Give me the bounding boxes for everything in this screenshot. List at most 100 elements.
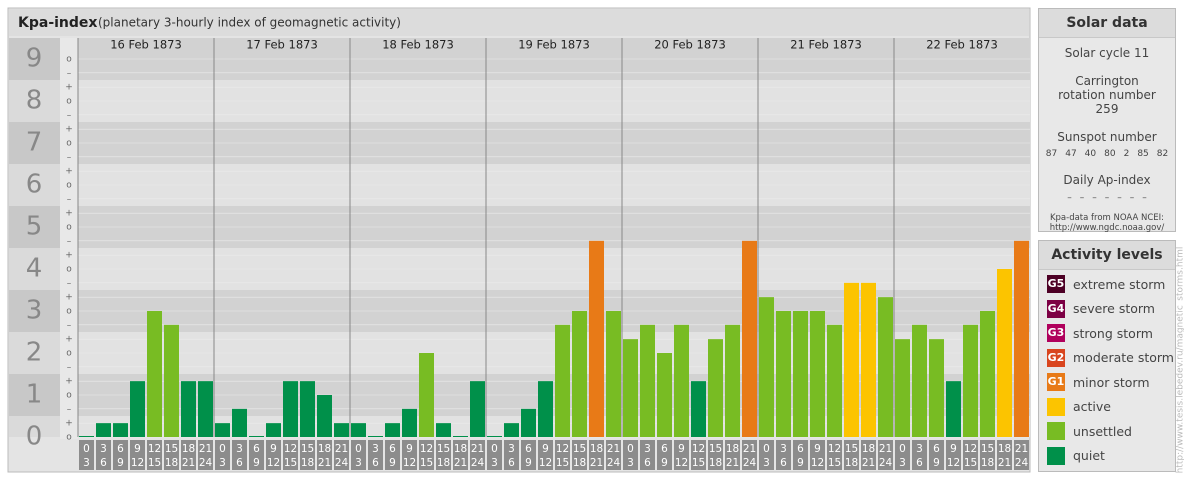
- ap-value: –: [1117, 193, 1122, 203]
- hour-end-label: 9: [661, 457, 668, 469]
- day-label: 21 Feb 1873: [790, 38, 862, 52]
- hour-box: [232, 440, 247, 470]
- hour-end-label: 15: [828, 457, 841, 469]
- hour-box: [266, 440, 281, 470]
- hour-box: [929, 440, 944, 470]
- minor-tick-label: +: [65, 167, 73, 177]
- watermark: http://www.tesis.lebedev.ru/magnetic_sto…: [1176, 247, 1184, 474]
- ap-value: –: [1092, 193, 1097, 203]
- bar: [997, 269, 1012, 437]
- bar: [113, 423, 128, 437]
- hour-box: [283, 440, 298, 470]
- hour-start-label: 9: [270, 443, 277, 455]
- minor-tick-label: +: [65, 335, 73, 345]
- title-bar: [9, 9, 1029, 36]
- bar: [249, 436, 264, 437]
- hour-end-label: 15: [964, 457, 977, 469]
- bar: [317, 395, 332, 437]
- level-item: G5 extreme storm: [1047, 275, 1165, 293]
- minor-tick-label: –: [67, 362, 72, 372]
- hour-start-label: 9: [406, 443, 413, 455]
- hour-end-label: 12: [539, 457, 552, 469]
- bar: [96, 423, 111, 437]
- day-label: 22 Feb 1873: [926, 38, 998, 52]
- minor-tick-label: –: [67, 194, 72, 204]
- activity-levels-title: Activity levels: [1039, 241, 1175, 270]
- hour-end-label: 18: [709, 457, 722, 469]
- y-band-label: [9, 80, 60, 122]
- minor-tick-label: o: [66, 223, 72, 233]
- hour-box: [810, 440, 825, 470]
- hour-box: [470, 440, 485, 470]
- bar: [895, 339, 910, 437]
- hour-end-label: 12: [675, 457, 688, 469]
- level-item: quiet: [1047, 446, 1105, 465]
- level-item: unsettled: [1047, 422, 1132, 440]
- hour-start-label: 3: [644, 443, 651, 455]
- hour-start-label: 3: [372, 443, 379, 455]
- sunspot-value: 2: [1123, 149, 1130, 159]
- hour-start-label: 12: [828, 443, 841, 455]
- bar: [232, 408, 247, 437]
- level-label: quiet: [1073, 448, 1105, 463]
- y-tick-label: 4: [26, 254, 43, 284]
- hour-box: [1014, 440, 1029, 470]
- minor-tick-label: –: [67, 68, 72, 78]
- level-label: moderate storm: [1073, 350, 1174, 365]
- hour-box: [453, 440, 468, 470]
- hour-end-label: 18: [981, 457, 994, 469]
- hour-start-label: 15: [845, 443, 858, 455]
- hour-end-label: 12: [403, 457, 416, 469]
- hour-box: [164, 440, 179, 470]
- y-band-label: [9, 332, 60, 374]
- y-tick-label: 3: [26, 296, 43, 326]
- y-band-label: [9, 374, 60, 416]
- hour-end-label: 21: [182, 457, 195, 469]
- hour-end-label: 9: [253, 457, 260, 469]
- hour-start-label: 18: [454, 443, 467, 455]
- sunspot-value: 87: [1045, 149, 1058, 159]
- bar: [538, 381, 553, 437]
- hour-box: [317, 440, 332, 470]
- minor-tick-column: [60, 38, 78, 439]
- y-band-label: [9, 416, 60, 437]
- hour-end-label: 9: [933, 457, 940, 469]
- hour-start-label: 6: [933, 443, 940, 455]
- ap-value: –: [1104, 193, 1110, 203]
- hour-end-label: 3: [627, 457, 634, 469]
- y-band: [78, 416, 1030, 437]
- hour-box: [895, 440, 910, 470]
- y-tick-label: 1: [26, 380, 43, 410]
- y-tick-label: 0: [26, 422, 43, 452]
- hour-start-label: 18: [182, 443, 195, 455]
- hour-box: [946, 440, 961, 470]
- hour-end-label: 21: [998, 457, 1011, 469]
- hour-start-label: 9: [678, 443, 685, 455]
- hour-box: [589, 440, 604, 470]
- sunspot-row: 87 47 40 80 2 85 82: [1039, 149, 1175, 159]
- hour-box: [79, 440, 94, 470]
- hour-end-label: 12: [267, 457, 280, 469]
- level-swatch: G2: [1047, 348, 1065, 367]
- hour-end-label: 21: [454, 457, 467, 469]
- hour-end-label: 3: [763, 457, 770, 469]
- minor-tick-label: o: [66, 97, 72, 107]
- hour-end-label: 21: [590, 457, 603, 469]
- ap-value: –: [1067, 193, 1072, 203]
- hour-box: [572, 440, 587, 470]
- hour-start-label: 3: [100, 443, 107, 455]
- ap-value: –: [1129, 193, 1135, 203]
- bar: [674, 324, 689, 437]
- hour-end-label: 6: [644, 457, 651, 469]
- source-note: Kpa-data from NOAA NCEI: http://www.ngdc…: [1049, 213, 1165, 233]
- hour-start-label: 15: [709, 443, 722, 455]
- hour-start-label: 3: [780, 443, 787, 455]
- hour-box: [878, 440, 893, 470]
- bar: [912, 324, 927, 437]
- hour-box: [623, 440, 638, 470]
- minor-tick-label: +: [65, 125, 73, 135]
- hour-box: [130, 440, 145, 470]
- hour-start-label: 0: [83, 443, 90, 455]
- hour-end-label: 15: [556, 457, 569, 469]
- bar: [844, 282, 859, 437]
